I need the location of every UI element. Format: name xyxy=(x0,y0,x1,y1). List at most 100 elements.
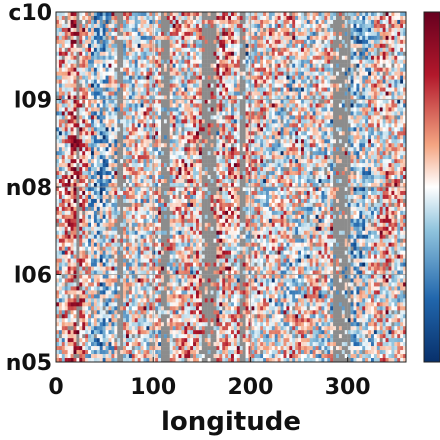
heatmap-cell xyxy=(67,278,71,283)
heatmap-cell xyxy=(169,163,173,168)
heatmap-cell xyxy=(61,262,65,267)
heatmap-cell xyxy=(158,47,162,52)
heatmap-cell xyxy=(178,95,182,100)
heatmap-cell xyxy=(96,155,100,160)
heatmap-cell xyxy=(161,270,165,275)
heatmap-cell xyxy=(175,51,179,56)
heatmap-cell xyxy=(178,87,182,92)
heatmap-cell xyxy=(146,258,150,263)
heatmap-cell xyxy=(207,51,211,56)
heatmap-cell xyxy=(213,179,217,184)
heatmap-cell xyxy=(93,342,98,347)
heatmap-cell xyxy=(99,115,103,120)
heatmap-cell xyxy=(93,206,98,212)
heatmap-cell xyxy=(166,139,170,144)
heatmap-cell xyxy=(61,55,65,60)
heatmap-cell xyxy=(196,226,200,231)
heatmap-cell xyxy=(67,59,71,64)
heatmap-cell xyxy=(146,127,150,132)
heatmap-cell xyxy=(152,278,156,283)
heatmap-cell xyxy=(190,187,194,192)
heatmap-cell xyxy=(172,270,176,275)
heatmap-cell xyxy=(178,183,182,188)
heatmap-cell xyxy=(120,214,124,220)
heatmap-cell xyxy=(99,79,103,84)
heatmap-cell xyxy=(73,354,77,359)
heatmap-cell xyxy=(91,91,95,96)
heatmap-cell xyxy=(96,83,100,88)
heatmap-cell xyxy=(163,314,168,319)
heatmap-cell xyxy=(178,75,182,80)
heatmap-cell xyxy=(61,210,65,216)
heatmap-cell xyxy=(178,222,182,227)
heatmap-cell xyxy=(102,55,106,60)
heatmap-cell xyxy=(193,31,197,37)
heatmap-cell xyxy=(73,190,77,196)
heatmap-cell xyxy=(210,226,214,231)
heatmap-cell xyxy=(198,354,203,359)
heatmap-cell xyxy=(82,75,86,80)
heatmap-cell xyxy=(58,322,63,327)
heatmap-cell xyxy=(207,214,211,220)
heatmap-cell xyxy=(210,326,214,331)
heatmap-cell xyxy=(85,286,89,291)
heatmap-cell xyxy=(58,230,63,235)
heatmap-cell xyxy=(70,214,74,220)
heatmap-cell xyxy=(117,246,121,251)
heatmap-cell xyxy=(134,187,138,192)
heatmap-cell xyxy=(117,358,121,363)
heatmap-cell xyxy=(79,35,83,41)
heatmap-cell xyxy=(140,179,144,184)
heatmap-cell xyxy=(172,222,176,227)
heatmap-cell xyxy=(88,95,92,100)
heatmap-cell xyxy=(99,310,103,315)
heatmap-cell xyxy=(158,230,162,235)
heatmap-cell xyxy=(146,175,150,180)
heatmap-cell xyxy=(58,171,63,176)
heatmap-cell xyxy=(155,262,159,267)
heatmap-cell xyxy=(207,12,211,17)
heatmap-cell xyxy=(105,115,109,120)
heatmap-cell xyxy=(82,330,86,335)
heatmap-cell xyxy=(158,246,162,251)
heatmap-cell xyxy=(70,12,74,17)
heatmap-cell xyxy=(213,322,217,327)
heatmap-cell xyxy=(85,127,89,132)
heatmap-cell xyxy=(99,306,103,311)
heatmap-cell xyxy=(96,326,100,331)
heatmap-cell xyxy=(70,31,74,37)
heatmap-cell xyxy=(108,27,112,33)
heatmap-cell xyxy=(105,190,109,196)
heatmap-cell xyxy=(143,47,147,52)
heatmap-cell xyxy=(91,63,95,68)
heatmap-cell xyxy=(161,314,165,319)
heatmap-cell xyxy=(134,63,138,68)
heatmap-cell xyxy=(175,358,179,363)
heatmap-cell xyxy=(166,187,170,192)
heatmap-cell xyxy=(207,155,211,160)
heatmap-cell xyxy=(213,294,217,299)
heatmap-cell xyxy=(213,107,217,112)
heatmap-cell xyxy=(201,147,205,152)
heatmap-cell xyxy=(166,151,170,156)
heatmap-cell xyxy=(155,59,159,64)
heatmap-cell xyxy=(102,334,106,339)
heatmap-cell xyxy=(93,31,98,37)
heatmap-cell xyxy=(117,55,121,60)
heatmap-cell xyxy=(123,115,127,120)
heatmap-cell xyxy=(82,354,86,359)
heatmap-cell xyxy=(163,59,168,64)
heatmap-cell xyxy=(82,194,86,200)
heatmap-cell xyxy=(166,222,170,227)
heatmap-cell xyxy=(123,171,127,176)
heatmap-cell xyxy=(58,59,63,64)
heatmap-cell xyxy=(61,19,65,25)
heatmap-cell xyxy=(137,238,141,243)
heatmap-cell xyxy=(61,15,65,21)
heatmap-cell xyxy=(187,222,191,227)
heatmap-cell xyxy=(134,242,138,247)
heatmap-cell xyxy=(149,250,153,255)
heatmap-cell xyxy=(67,262,71,267)
heatmap-cell xyxy=(128,330,133,335)
heatmap-cell xyxy=(187,123,191,128)
